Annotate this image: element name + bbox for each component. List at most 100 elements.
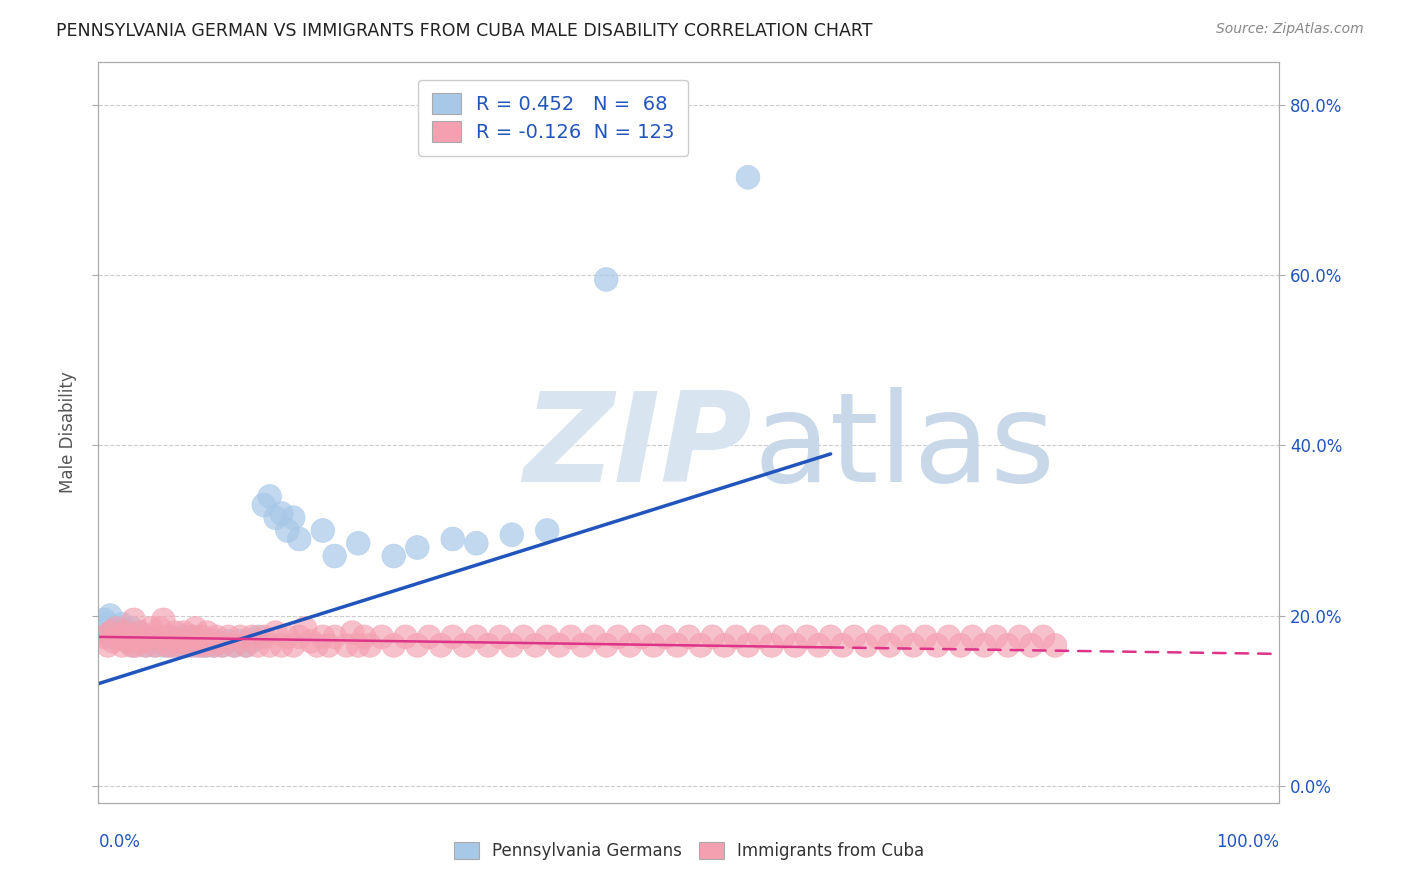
Ellipse shape [228, 625, 252, 648]
Ellipse shape [783, 633, 807, 657]
Ellipse shape [167, 629, 191, 653]
Ellipse shape [276, 625, 299, 648]
Ellipse shape [120, 633, 143, 657]
Ellipse shape [112, 621, 136, 645]
Ellipse shape [323, 544, 346, 568]
Ellipse shape [264, 621, 287, 645]
Ellipse shape [299, 629, 323, 653]
Ellipse shape [235, 633, 257, 657]
Ellipse shape [311, 625, 335, 648]
Ellipse shape [772, 625, 796, 648]
Ellipse shape [252, 625, 276, 648]
Ellipse shape [134, 633, 157, 657]
Ellipse shape [181, 625, 205, 648]
Ellipse shape [198, 629, 222, 653]
Ellipse shape [193, 629, 217, 653]
Ellipse shape [228, 629, 252, 653]
Ellipse shape [240, 625, 264, 648]
Ellipse shape [936, 625, 960, 648]
Text: Source: ZipAtlas.com: Source: ZipAtlas.com [1216, 22, 1364, 37]
Ellipse shape [134, 625, 157, 648]
Ellipse shape [914, 625, 936, 648]
Ellipse shape [1008, 625, 1032, 648]
Ellipse shape [93, 625, 117, 648]
Ellipse shape [148, 616, 172, 640]
Ellipse shape [157, 625, 181, 648]
Ellipse shape [110, 612, 134, 636]
Ellipse shape [441, 625, 464, 648]
Ellipse shape [132, 629, 155, 653]
Ellipse shape [202, 633, 226, 657]
Text: PENNSYLVANIA GERMAN VS IMMIGRANTS FROM CUBA MALE DISABILITY CORRELATION CHART: PENNSYLVANIA GERMAN VS IMMIGRANTS FROM C… [56, 22, 873, 40]
Ellipse shape [187, 633, 211, 657]
Ellipse shape [606, 625, 630, 648]
Ellipse shape [183, 633, 207, 657]
Ellipse shape [890, 625, 914, 648]
Ellipse shape [1032, 625, 1054, 648]
Ellipse shape [925, 633, 949, 657]
Ellipse shape [877, 633, 901, 657]
Ellipse shape [96, 633, 120, 657]
Ellipse shape [222, 633, 246, 657]
Ellipse shape [281, 506, 305, 530]
Ellipse shape [155, 633, 179, 657]
Ellipse shape [211, 633, 235, 657]
Ellipse shape [405, 633, 429, 657]
Ellipse shape [122, 625, 146, 648]
Ellipse shape [264, 506, 287, 530]
Ellipse shape [831, 633, 855, 657]
Ellipse shape [441, 527, 464, 551]
Ellipse shape [737, 633, 759, 657]
Ellipse shape [257, 633, 281, 657]
Ellipse shape [104, 616, 128, 640]
Ellipse shape [176, 633, 198, 657]
Ellipse shape [205, 629, 228, 653]
Ellipse shape [536, 625, 560, 648]
Ellipse shape [240, 629, 264, 653]
Ellipse shape [1043, 633, 1067, 657]
Ellipse shape [665, 633, 689, 657]
Ellipse shape [176, 629, 198, 653]
Ellipse shape [163, 621, 187, 645]
Ellipse shape [179, 633, 202, 657]
Ellipse shape [323, 625, 346, 648]
Ellipse shape [995, 633, 1019, 657]
Text: atlas: atlas [754, 387, 1056, 508]
Ellipse shape [120, 616, 143, 640]
Ellipse shape [477, 633, 501, 657]
Ellipse shape [191, 633, 214, 657]
Ellipse shape [146, 625, 169, 648]
Ellipse shape [949, 633, 973, 657]
Ellipse shape [146, 625, 169, 648]
Ellipse shape [713, 633, 737, 657]
Ellipse shape [281, 633, 305, 657]
Ellipse shape [195, 621, 219, 645]
Ellipse shape [136, 625, 160, 648]
Ellipse shape [700, 625, 724, 648]
Ellipse shape [595, 268, 619, 292]
Ellipse shape [464, 625, 488, 648]
Ellipse shape [818, 625, 842, 648]
Ellipse shape [382, 544, 405, 568]
Ellipse shape [198, 629, 222, 653]
Ellipse shape [353, 625, 375, 648]
Ellipse shape [641, 633, 665, 657]
Ellipse shape [560, 625, 582, 648]
Ellipse shape [122, 625, 146, 648]
Ellipse shape [152, 608, 176, 632]
Text: 100.0%: 100.0% [1216, 833, 1279, 851]
Ellipse shape [122, 633, 146, 657]
Ellipse shape [217, 625, 240, 648]
Ellipse shape [132, 629, 155, 653]
Ellipse shape [335, 633, 359, 657]
Ellipse shape [124, 633, 148, 657]
Ellipse shape [294, 616, 316, 640]
Ellipse shape [855, 633, 877, 657]
Ellipse shape [571, 633, 595, 657]
Ellipse shape [276, 518, 299, 542]
Ellipse shape [128, 621, 152, 645]
Ellipse shape [748, 625, 772, 648]
Ellipse shape [167, 629, 191, 653]
Ellipse shape [152, 633, 176, 657]
Ellipse shape [195, 633, 219, 657]
